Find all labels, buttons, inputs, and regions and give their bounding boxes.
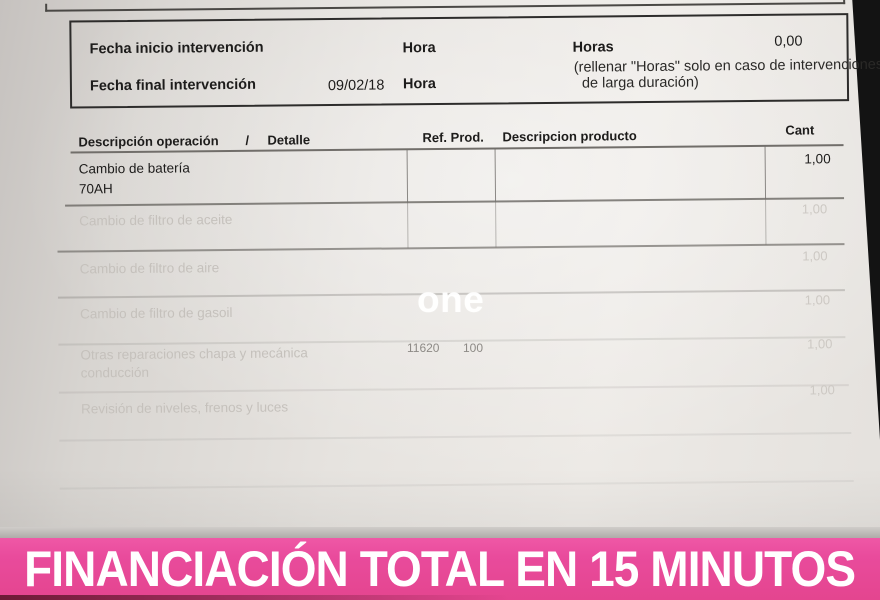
- hora-label-inicio: Hora: [402, 40, 436, 57]
- faded-row-description: Revisión de niveles, frenos y luces: [80, 399, 289, 417]
- col-separator-ref: [406, 149, 409, 203]
- col-header-ref-prod: Ref. Prod.: [422, 129, 484, 146]
- col-header-slash: /: [245, 132, 250, 148]
- row-divider-6: [59, 432, 852, 442]
- row1-cant: 1,00: [804, 151, 831, 167]
- faded-row-cant: 1,00: [804, 292, 831, 308]
- col-separator-desc-row2: [495, 201, 497, 248]
- horas-label: Horas: [572, 39, 614, 56]
- col-separator-desc: [494, 148, 497, 202]
- row1-description-line1: Cambio de batería: [78, 160, 190, 177]
- promo-banner: FINANCIACIÓN TOTAL EN 15 MINUTOS: [0, 538, 880, 600]
- hora-label-final: Hora: [402, 76, 437, 93]
- one-logo-watermark: one: [417, 279, 485, 320]
- upper-box-right-edge: [843, 0, 846, 5]
- col-header-cant: Cant: [785, 122, 815, 138]
- col-header-descripcion-producto: Descripcion producto: [502, 128, 637, 145]
- watermark-code-left: 11620: [407, 341, 440, 355]
- horas-note-line1: (rellenar "Horas" solo en caso de interv…: [573, 56, 880, 76]
- watermark-codes: 11620 100: [0, 341, 880, 361]
- banner-bottom-shadow: [0, 595, 511, 600]
- row-divider-7: [59, 480, 854, 490]
- promo-banner-text: FINANCIACIÓN TOTAL EN 15 MINUTOS: [24, 541, 857, 597]
- col-separator-ref-row2: [407, 202, 409, 249]
- row-divider-2: [57, 243, 845, 253]
- fecha-final-label: Fecha final intervención: [89, 76, 257, 95]
- faded-row-description: Cambio de filtro de aire: [79, 260, 220, 277]
- fecha-final-value: 09/02/18: [327, 77, 385, 95]
- row-divider-5: [58, 384, 849, 394]
- horas-value: 0,00: [774, 33, 803, 50]
- table-edge-strip: [0, 527, 880, 538]
- faded-row-cant: 1,00: [802, 248, 828, 264]
- col-header-descripcion-operacion: Descripción operación: [78, 133, 219, 150]
- fecha-inicio-label: Fecha inicio intervención: [89, 39, 264, 58]
- upper-box-bottom-edge: [45, 2, 846, 12]
- faded-row-description: Cambio de filtro de aceite: [79, 211, 233, 229]
- row1-description-line2: 70AH: [78, 181, 113, 197]
- col-separator-cant: [764, 145, 767, 199]
- intervention-dates-box: Fecha inicio intervención Hora Horas 0,0…: [69, 13, 880, 109]
- horas-note-line2: de larga duración): [581, 74, 699, 92]
- upper-box-left-edge: [45, 3, 48, 12]
- watermark-code-right: 100: [463, 341, 484, 355]
- col-header-detalle: Detalle: [267, 132, 311, 148]
- faded-row-description-line2: conducción: [80, 364, 150, 381]
- faded-row-description: Cambio de filtro de gasoil: [80, 304, 233, 322]
- faded-row-cant: 1,00: [801, 201, 828, 217]
- faded-row-cant: 1,00: [809, 382, 835, 398]
- row-divider-1: [65, 197, 845, 207]
